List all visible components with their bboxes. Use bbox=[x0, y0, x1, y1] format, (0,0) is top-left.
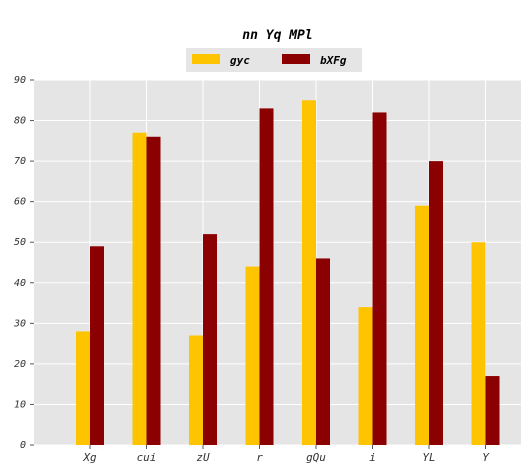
x-tick-label: Xg bbox=[82, 451, 97, 464]
y-tick-label: 70 bbox=[14, 156, 26, 167]
plot-area bbox=[34, 80, 521, 445]
y-tick-label: 50 bbox=[14, 237, 26, 248]
legend-label-gyc: gyc bbox=[230, 54, 250, 67]
bar-gyc-r bbox=[245, 266, 260, 445]
bar-bXFg-cui bbox=[146, 136, 161, 445]
bar-bXFg-zU bbox=[203, 234, 217, 445]
bar-gyc-zU bbox=[189, 335, 203, 445]
chart-title: nn Yq MPl bbox=[242, 28, 312, 43]
legend: gyc bXFg bbox=[186, 48, 362, 72]
x-tick-label: i bbox=[369, 451, 376, 464]
bar-bXFg-Y bbox=[485, 376, 500, 445]
bar-bXFg-i bbox=[372, 112, 387, 445]
y-tick-label: 20 bbox=[14, 359, 26, 370]
legend-swatch-gyc bbox=[192, 54, 220, 64]
bar-gyc-YL bbox=[415, 205, 429, 445]
legend-label-bXFg: bXFg bbox=[320, 54, 347, 67]
x-tick-label: cui bbox=[137, 451, 157, 464]
x-tick-label: r bbox=[256, 451, 263, 464]
bar-gyc-Xg bbox=[76, 331, 90, 445]
y-tick-label: 0 bbox=[20, 440, 26, 451]
y-tick-label: 10 bbox=[14, 399, 26, 410]
y-tick-label: 90 bbox=[14, 75, 26, 86]
bar-gyc-Y bbox=[471, 242, 486, 445]
y-tick-label: 60 bbox=[14, 197, 26, 208]
y-axis: 0 10 20 30 40 50 60 70 80 90 bbox=[13, 75, 34, 451]
y-tick-label: 40 bbox=[14, 278, 26, 289]
x-tick-label: gQu bbox=[306, 451, 326, 464]
bar-bXFg-Xg bbox=[90, 246, 104, 445]
bar-bXFg-gQu bbox=[316, 258, 330, 445]
bar-gyc-cui bbox=[132, 132, 147, 445]
bar-bXFg-r bbox=[259, 108, 274, 445]
bars bbox=[76, 100, 500, 446]
x-tick-label: YL bbox=[422, 451, 435, 464]
y-tick-label: 80 bbox=[14, 116, 26, 127]
bar-bXFg-YL bbox=[429, 161, 443, 445]
bar-gyc-gQu bbox=[302, 100, 316, 446]
bar-gyc-i bbox=[358, 307, 373, 445]
x-axis: Xg cui zU r gQu i YL Y bbox=[82, 445, 490, 464]
x-tick-label: Y bbox=[482, 451, 490, 464]
legend-swatch-bXFg bbox=[282, 54, 310, 64]
x-tick-label: zU bbox=[196, 451, 210, 464]
y-tick-label: 30 bbox=[13, 318, 26, 329]
